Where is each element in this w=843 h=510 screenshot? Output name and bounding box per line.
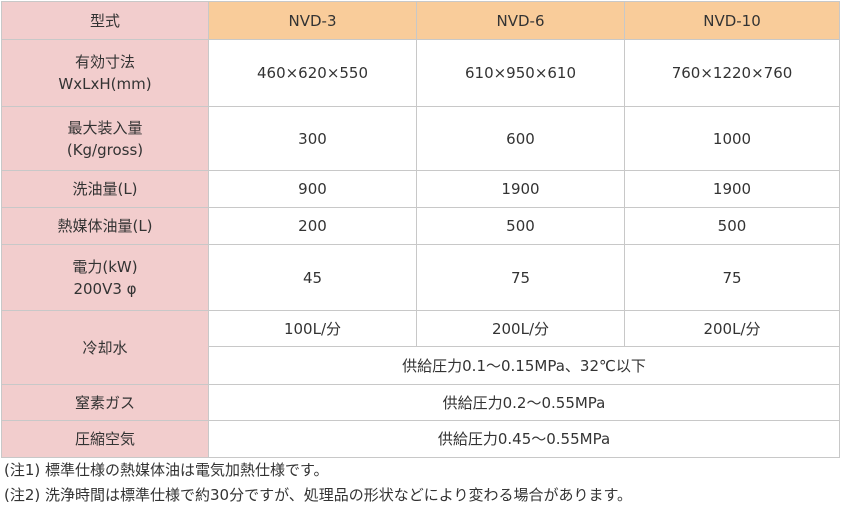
row-label-line2: 200V3 φ xyxy=(73,279,137,298)
value-cell: 1900 xyxy=(624,170,840,208)
row-label-line1: 電力(kW) xyxy=(72,257,138,276)
value-cell: 45 xyxy=(208,244,417,311)
shared-value-cell: 供給圧力0.2～0.55MPa xyxy=(208,384,840,421)
row-cooling-water: 冷却水 100L/分 200L/分 200L/分 xyxy=(1,310,840,385)
row-label-max-load: 最大装入量 (Kg/gross) xyxy=(1,106,209,171)
value-cell: 100L/分 xyxy=(208,310,417,347)
model-cell-nvd-6: NVD-6 xyxy=(416,1,625,40)
model-cell-nvd-10: NVD-10 xyxy=(624,1,840,40)
row-label-line2: WxLxH(mm) xyxy=(58,75,152,93)
model-cell-nvd-3: NVD-3 xyxy=(208,1,417,40)
row-power: 電力(kW) 200V3 φ 45 75 75 xyxy=(1,244,840,311)
value-cell: 900 xyxy=(208,170,417,208)
value-cell: 1000 xyxy=(624,106,840,171)
row-label-line2: (Kg/gross) xyxy=(66,140,144,159)
row-wash-oil: 洗油量(L) 900 1900 1900 xyxy=(1,170,840,208)
notes: (注1) 標準仕様の熱媒体油は電気加熱仕様です。 (注2) 洗浄時間は標準仕様で… xyxy=(4,458,840,508)
row-label-wash-oil: 洗油量(L) xyxy=(1,170,209,208)
row-effective-size: 有効寸法 WxLxH(mm) 460×620×550 610×950×610 7… xyxy=(1,39,840,107)
value-cell: 75 xyxy=(624,244,840,311)
model-name: NVD-6 xyxy=(496,11,545,30)
value-cell: 500 xyxy=(624,207,840,245)
row-label-effective-size: 有効寸法 WxLxH(mm) xyxy=(1,39,209,107)
header-row: 型式 NVD-3 NVD-6 NVD-10 xyxy=(1,1,840,40)
value-cell: 600 xyxy=(416,106,625,171)
model-label-cell: 型式 xyxy=(1,1,209,40)
model-label: 型式 xyxy=(89,11,120,30)
value-cell: 1900 xyxy=(416,170,625,208)
row-label-heat-oil: 熱媒体油量(L) xyxy=(1,207,209,245)
row-label-line1: 有効寸法 xyxy=(74,53,135,71)
value-cell: 200 xyxy=(208,207,417,245)
spec-table: 型式 NVD-3 NVD-6 NVD-10 有効寸法 WxLxH(mm) 460… xyxy=(1,1,840,458)
row-heat-oil: 熱媒体油量(L) 200 500 500 xyxy=(1,207,840,245)
row-nitrogen: 窒素ガス 供給圧力0.2～0.55MPa xyxy=(1,384,840,421)
row-label-cooling-water: 冷却水 xyxy=(1,310,209,385)
row-max-load: 最大装入量 (Kg/gross) 300 600 1000 xyxy=(1,106,840,171)
row-label-power: 電力(kW) 200V3 φ xyxy=(1,244,209,311)
value-cell: 460×620×550 xyxy=(208,39,417,107)
shared-value-cell: 供給圧力0.1～0.15MPa、32℃以下 xyxy=(208,346,840,385)
value-cell: 75 xyxy=(416,244,625,311)
shared-value-cell: 供給圧力0.45～0.55MPa xyxy=(208,420,840,458)
value-cell: 610×950×610 xyxy=(416,39,625,107)
value-cell: 200L/分 xyxy=(416,310,625,347)
value-cell: 300 xyxy=(208,106,417,171)
model-name: NVD-10 xyxy=(703,11,761,30)
model-name: NVD-3 xyxy=(288,11,337,30)
note-2: (注2) 洗浄時間は標準仕様で約30分ですが、処理品の形状などにより変わる場合が… xyxy=(4,486,633,504)
note-1: (注1) 標準仕様の熱媒体油は電気加熱仕様です。 xyxy=(4,461,329,479)
row-label-nitrogen: 窒素ガス xyxy=(1,384,209,421)
row-compressed-air: 圧縮空気 供給圧力0.45～0.55MPa xyxy=(1,420,840,458)
row-label-line1: 最大装入量 xyxy=(67,118,143,137)
value-cell: 200L/分 xyxy=(624,310,840,347)
row-label-compressed-air: 圧縮空気 xyxy=(1,420,209,458)
row-cooling-water-supply: 供給圧力0.1～0.15MPa、32℃以下 xyxy=(2,346,840,385)
value-cell: 760×1220×760 xyxy=(624,39,840,107)
value-cell: 500 xyxy=(416,207,625,245)
